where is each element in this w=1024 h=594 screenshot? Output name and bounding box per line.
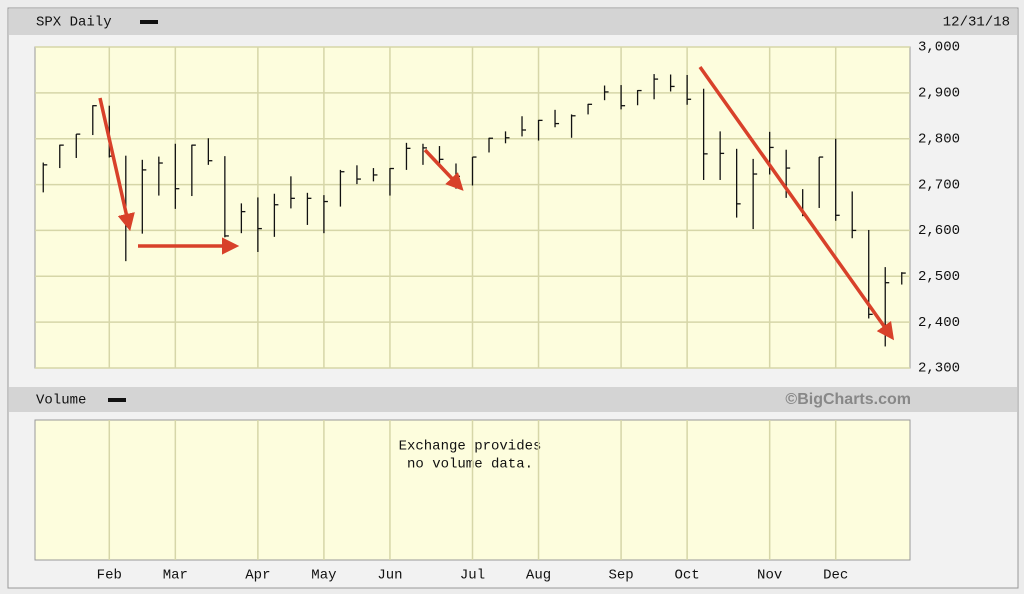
y-tick-label: 2,600 [918,223,960,239]
x-tick-label: Oct [675,568,700,584]
x-tick-label: May [311,568,336,584]
legend-swatch [108,398,126,402]
date-label: 12/31/18 [943,15,1010,31]
y-tick-label: 2,300 [918,361,960,377]
x-tick-label: Feb [97,568,122,584]
volume-title: Volume [36,393,86,409]
y-tick-label: 2,800 [918,131,960,147]
x-tick-label: Apr [245,568,270,584]
x-tick-label: Jul [460,568,485,584]
chart-title: SPX Daily [36,15,112,31]
y-tick-label: 2,400 [918,315,960,331]
legend-swatch [140,20,158,24]
x-tick-label: Jun [377,568,402,584]
y-tick-label: 2,500 [918,269,960,285]
volume-note: no volume data. [407,457,533,473]
x-tick-label: Dec [823,568,848,584]
credit: ©BigCharts.com [785,391,911,408]
y-tick-label: 2,900 [918,86,960,102]
arrow [423,148,464,191]
x-tick-label: Mar [163,568,188,584]
arrow [698,65,895,341]
arrow [98,97,135,232]
volume-note: Exchange provides [399,439,542,455]
y-tick-label: 2,700 [918,177,960,193]
header-bar [9,9,1017,35]
y-tick-label: 3,000 [918,40,960,56]
x-tick-label: Nov [757,568,782,584]
x-tick-label: Aug [526,568,551,584]
x-tick-label: Sep [608,568,633,584]
annotations [98,65,895,341]
volume-bar [9,387,1017,412]
